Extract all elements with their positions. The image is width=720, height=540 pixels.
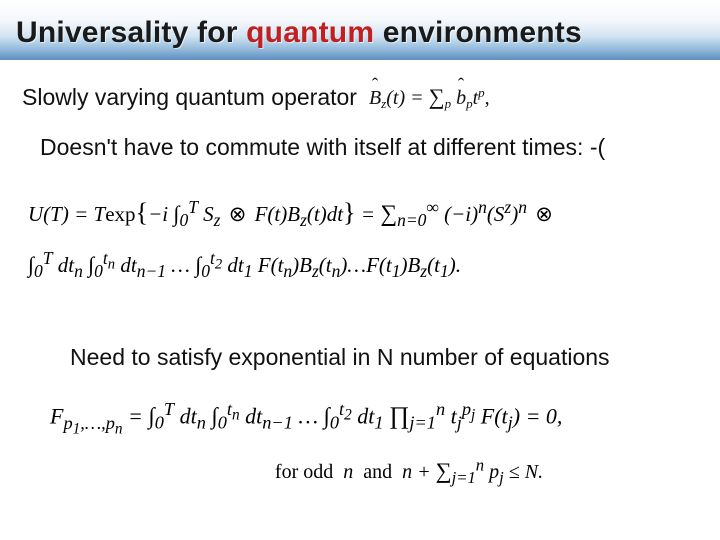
title-bar: Universality for quantum environments [0,0,720,60]
operator-line: Slowly varying quantum operator Bz(t) = … [22,84,698,112]
slide-title: Universality for quantum environments [16,16,582,50]
title-part1: Universality for [16,16,246,49]
slide-content: Slowly varying quantum operator Bz(t) = … [0,60,720,497]
eq-bz: Bz(t) = ∑p bptp, [369,84,490,112]
operator-text: Slowly varying quantum operator [22,84,357,111]
title-part3: environments [374,16,582,49]
commute-line: Doesn't have to commute with itself at d… [22,134,698,161]
eq-fp: Fp1,…,pn = ∫0T dtn ∫0tn dtn−1 … ∫0t2 dt1… [22,389,698,497]
eq-unitary-row1: U(T) = Texp{−i ∫0T Sz ⊗ F(t)Bz(t)dt} = ∑… [28,185,698,240]
eq-fp-row1: Fp1,…,pn = ∫0T dtn ∫0tn dtn−1 … ∫0t2 dt1… [50,389,698,446]
eq-unitary: U(T) = Texp{−i ∫0T Sz ⊗ F(t)Bz(t)dt} = ∑… [22,185,698,290]
eq-fp-row2: for odd n and n + ∑j=1n pj ≤ N. [50,446,698,497]
title-quantum: quantum [246,16,374,49]
need-line: Need to satisfy exponential in N number … [22,344,698,371]
eq-unitary-row2: ∫0T dtn ∫0tn dtn−1 … ∫0t2 dt1 F(tn)Bz(tn… [28,240,698,290]
